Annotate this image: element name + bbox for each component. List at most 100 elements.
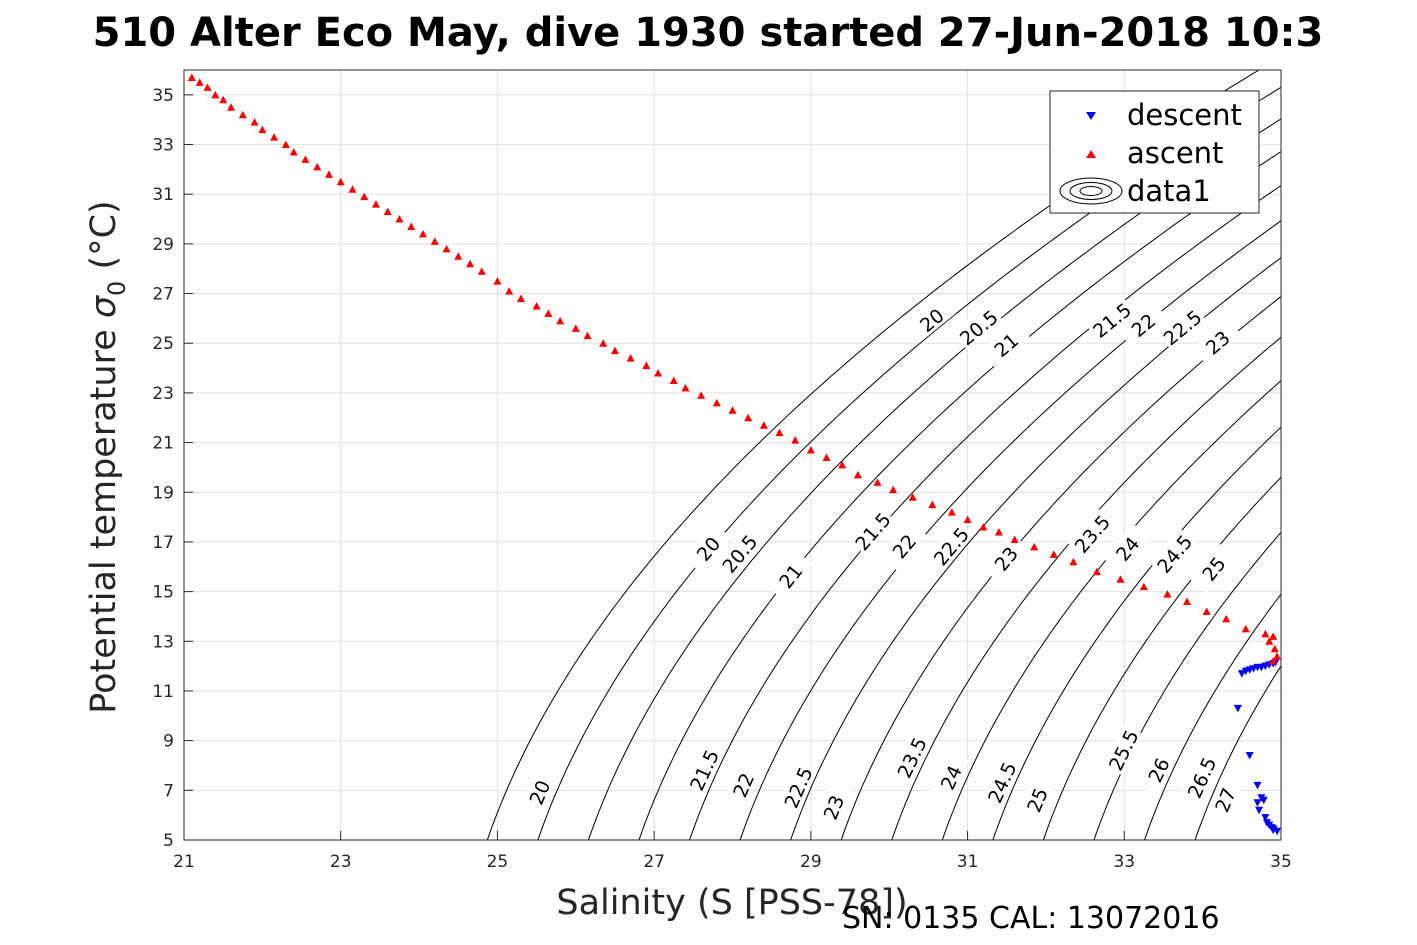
ascent-point	[395, 215, 404, 223]
contour-label-background	[1086, 296, 1137, 343]
isopycnal-line	[689, 184, 1281, 840]
descent-point	[1255, 806, 1264, 815]
ascent-point	[227, 103, 236, 111]
descent-point	[1261, 814, 1270, 822]
ascent-point	[963, 515, 972, 524]
ascent-point	[759, 421, 768, 429]
chart-title: 510 Alter Eco May, dive 1930 started 27-…	[93, 10, 1324, 56]
ascent-point	[1139, 582, 1148, 591]
ascent-point	[407, 222, 416, 230]
contour-label: 22	[1117, 301, 1168, 348]
ascent-point	[994, 528, 1003, 536]
ascent-point	[383, 207, 392, 216]
contour-label-background	[813, 781, 852, 833]
descent-point	[1253, 799, 1262, 807]
legend: descent ascent data1	[1049, 90, 1260, 214]
y-tick-label: 21	[152, 434, 174, 454]
descent-point	[1253, 781, 1262, 790]
ascent-point	[728, 406, 737, 414]
ascent-point	[1092, 567, 1101, 576]
ascent-point	[454, 252, 463, 260]
ascent-point	[712, 398, 721, 407]
ascent-point	[853, 470, 862, 479]
isopycnal-line	[840, 295, 1281, 840]
isopycnal-line	[891, 336, 1281, 840]
y-tick-label: 25	[152, 334, 174, 354]
contour-label-background	[1017, 774, 1056, 825]
isopycnal-line	[992, 426, 1281, 840]
y-tick-label: 9	[163, 732, 174, 752]
contour-label-background	[930, 751, 970, 803]
ascent-point	[1202, 607, 1211, 615]
contour-label-background	[848, 506, 896, 556]
x-tick-label: 29	[800, 852, 822, 872]
ascent-point	[281, 140, 290, 149]
ascent-point	[642, 361, 651, 370]
y-tick-label: 17	[152, 533, 174, 553]
ascent-point	[697, 391, 706, 399]
ascent-point	[1273, 652, 1282, 660]
descent-point	[1269, 825, 1278, 833]
contour-label-background	[1181, 751, 1221, 803]
legend-ascent-marker	[1086, 150, 1096, 158]
contour-label-background	[519, 766, 558, 818]
y-tick-label: 13	[152, 632, 174, 652]
ascent-point	[442, 244, 451, 253]
x-tick-label: 35	[1270, 852, 1292, 872]
contour-label-background	[1189, 543, 1236, 593]
y-tick-label: 31	[152, 185, 174, 205]
ascent-point	[238, 110, 247, 119]
ascent-point	[791, 436, 800, 444]
x-tick-label: 33	[1113, 852, 1135, 872]
ascent-point	[313, 162, 322, 171]
data-points	[187, 73, 1282, 836]
contour-label-background	[1102, 724, 1143, 776]
y-tick-label: 11	[152, 682, 174, 702]
contour-label-background	[683, 744, 723, 796]
descent-point	[1273, 827, 1282, 836]
ascent-point	[1222, 614, 1231, 623]
contour-label-background	[723, 759, 762, 811]
contour-label-background	[1117, 301, 1168, 348]
ascent-point	[626, 354, 635, 362]
contour-label-background	[1192, 318, 1242, 365]
ascent-point	[493, 277, 502, 285]
ascent-point	[1261, 629, 1270, 638]
contour-label-background	[981, 756, 1021, 808]
descent-point	[1259, 796, 1268, 805]
ascent-point	[599, 339, 608, 347]
ascent-point	[1163, 590, 1172, 598]
ascent-point	[1269, 632, 1278, 640]
ascent-point	[979, 523, 988, 531]
contour-label-background	[890, 731, 931, 783]
ascent-point	[1241, 624, 1250, 633]
contour-label-background	[880, 520, 927, 571]
y-axis-label-unit: (°C)	[84, 200, 124, 280]
isopycnal-line	[941, 380, 1281, 840]
isopycnal-line	[1144, 593, 1281, 840]
isopycnal-line	[739, 220, 1281, 840]
ascent-point	[889, 485, 898, 494]
plot-frame	[183, 69, 1282, 841]
ascent-point	[211, 90, 220, 99]
ascent-point	[477, 267, 486, 275]
ascent-point	[301, 155, 310, 163]
ascent-point	[1116, 575, 1125, 583]
ascent-point	[556, 316, 565, 325]
ascent-point	[348, 185, 357, 193]
x-tick-label: 31	[957, 852, 979, 872]
legend-box	[1049, 90, 1260, 214]
y-tick-label: 27	[152, 285, 174, 305]
x-axis-ticks: 21 23 25 27 29 31 33 35	[173, 831, 1292, 872]
contour-label-background	[766, 550, 813, 601]
ascent-point	[1182, 597, 1191, 606]
serial-calibration-note: SN: 0135 CAL: 13072016	[842, 901, 1220, 936]
ascent-point	[1030, 542, 1039, 551]
legend-contour-label: data1	[1127, 174, 1211, 208]
legend-descent-marker	[1086, 112, 1096, 120]
ascent-point	[822, 453, 831, 461]
contour-label-background	[1138, 744, 1178, 796]
contour-label-background	[684, 523, 731, 573]
ascent-point	[203, 83, 212, 91]
